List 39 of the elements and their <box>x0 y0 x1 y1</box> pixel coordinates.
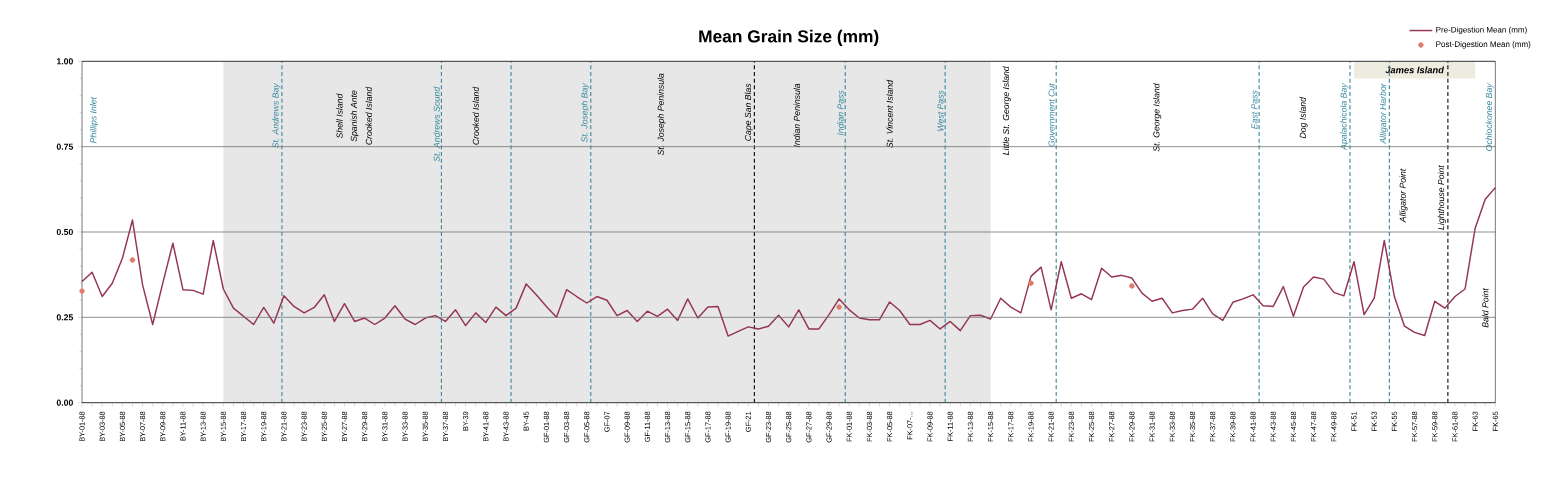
annotation: West Pass <box>937 90 944 131</box>
annotation: Government Cut <box>1048 83 1055 147</box>
annotation: Indian Peninsula <box>793 83 800 148</box>
annotation: St. George Island <box>1153 83 1162 152</box>
annotation: St. Joseph Bay <box>581 82 590 143</box>
point <box>129 257 136 263</box>
annotation: Little St. George Island <box>1002 66 1011 156</box>
y-tick-label: 1.00 <box>56 58 73 65</box>
annotation: Crooked Island <box>365 86 372 145</box>
annotation: Lighthouse Point <box>1437 165 1446 230</box>
annotation: Crooked Island <box>472 86 479 145</box>
annotation: Indian Pass <box>837 90 844 136</box>
point <box>1129 283 1135 289</box>
annotation: St. Andrews Bay <box>272 82 281 149</box>
annotation: East Pass <box>1251 90 1258 129</box>
annotation: Spanish Ante <box>350 90 359 142</box>
annotation: St. Vincent Island <box>886 79 893 148</box>
annotation: Dog Island <box>1299 96 1308 139</box>
y-tick-label: 0.25 <box>56 314 74 321</box>
annotation: Phillips Inlet <box>90 96 99 144</box>
point <box>836 304 842 310</box>
chart-title: Mean Grain Size (mm) <box>699 29 879 46</box>
annotation: Cape San Blas <box>744 83 753 141</box>
legend-label: Post-Digestion Mean (mm) <box>1436 41 1531 49</box>
annotation: Alligator Harbor <box>1379 83 1388 145</box>
annotation: St. Joseph Peninsula <box>657 73 666 156</box>
annotation: Shell Island <box>336 93 343 139</box>
annotation: Alligator Point <box>1399 168 1408 223</box>
legend-label: Pre-Digestion Mean (mm) <box>1436 26 1527 35</box>
y-tick-label: 0.00 <box>56 399 73 406</box>
point <box>79 288 85 294</box>
annotation: St. Andrews Sound <box>433 86 440 162</box>
annotation: Ochlockonee Bay <box>1485 83 1494 151</box>
y-tick-label: 0.75 <box>56 143 74 150</box>
band-label: James Island <box>1385 66 1445 74</box>
y-tick-label: 0.50 <box>56 228 73 236</box>
point <box>1028 280 1034 286</box>
annotation: Bald Point <box>1482 287 1489 328</box>
annotation: Apalachicola Bay <box>1340 83 1349 151</box>
